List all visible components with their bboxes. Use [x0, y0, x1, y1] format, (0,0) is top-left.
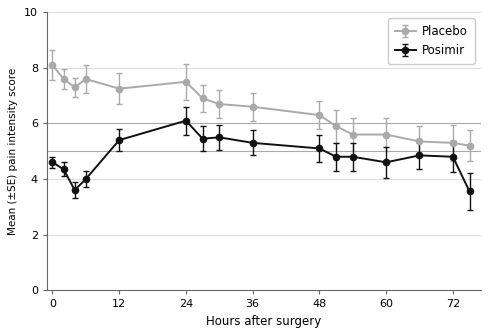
- Y-axis label: Mean (±SE) pain intensity score: Mean (±SE) pain intensity score: [8, 68, 18, 235]
- X-axis label: Hours after surgery: Hours after surgery: [206, 315, 321, 328]
- Legend: Placebo, Posimir: Placebo, Posimir: [387, 18, 474, 64]
